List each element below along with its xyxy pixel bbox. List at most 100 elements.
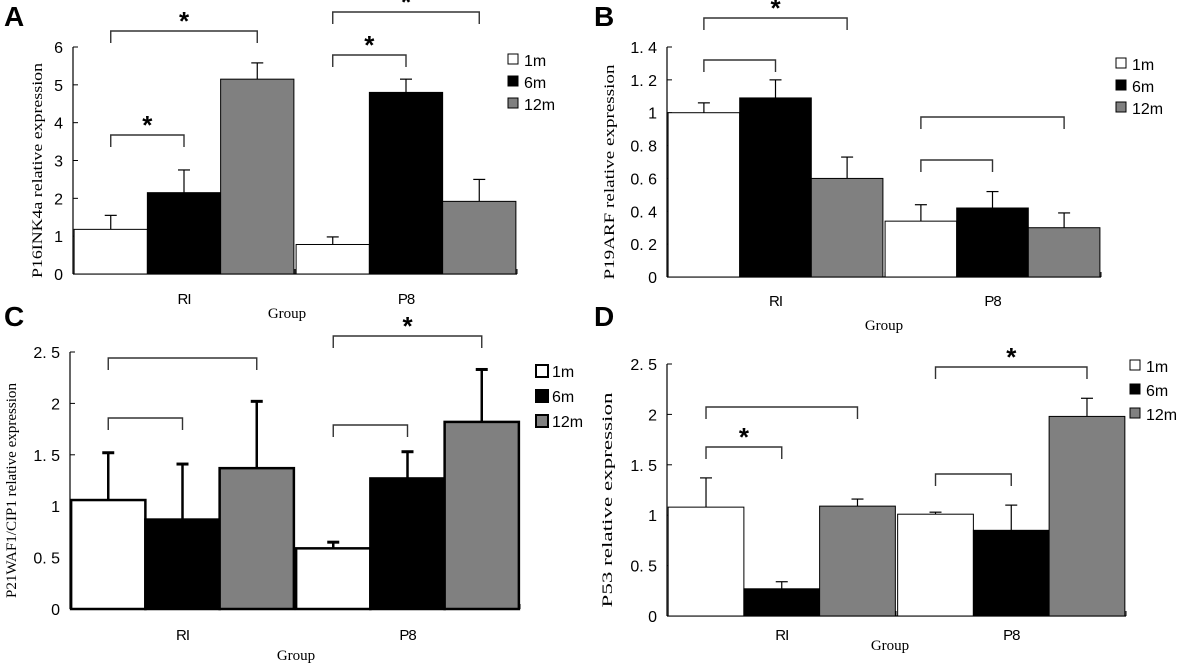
legend-label-12m: 12m bbox=[524, 97, 555, 114]
panel-letter: C bbox=[4, 301, 24, 332]
significance-bracket bbox=[705, 446, 783, 459]
bar-6m-p8 bbox=[368, 91, 444, 275]
y-tick-label: 0. 5 bbox=[33, 551, 60, 568]
y-tick-label: 1. 4 bbox=[630, 40, 657, 57]
panel-b: B 0 0. 2 0. 4 0. 6 0. 8 1 1. 2 1. 4 P19ARF relati… bbox=[594, 0, 1163, 334]
significance-star: * bbox=[1006, 342, 1017, 372]
y-axis-title: P53 relative expression bbox=[600, 392, 616, 608]
y-tick-label: 1 bbox=[648, 508, 657, 525]
category-label: RI bbox=[769, 293, 782, 310]
legend: 1m 6m 12m bbox=[1115, 57, 1163, 118]
significance-bracket bbox=[107, 357, 258, 370]
significance-bracket bbox=[703, 17, 848, 30]
significance-star: * bbox=[402, 311, 413, 341]
bar-12m-p8 bbox=[1027, 227, 1101, 278]
x-axis-title: Group bbox=[865, 318, 903, 334]
bar-12m-ri bbox=[218, 466, 296, 611]
significance-star: * bbox=[770, 0, 781, 23]
bar-6m-ri bbox=[739, 97, 812, 278]
panel-letter: B bbox=[594, 1, 614, 32]
y-tick-label: 0. 4 bbox=[630, 204, 657, 221]
bar-1m-p8 bbox=[295, 243, 370, 275]
y-tick-label: 0. 8 bbox=[630, 139, 657, 156]
y-tick-label: 1. 2 bbox=[630, 73, 657, 90]
y-tick-label: 6 bbox=[54, 40, 63, 57]
bar-1m-ri bbox=[69, 498, 147, 611]
significance-bracket bbox=[332, 11, 480, 24]
y-tick-label: 0. 5 bbox=[630, 559, 657, 576]
y-tick-label: 2. 5 bbox=[33, 345, 60, 362]
legend-label-12m: 12m bbox=[1132, 101, 1163, 118]
legend-label-1m: 1m bbox=[524, 53, 546, 70]
legend-swatch-12m bbox=[507, 97, 519, 109]
legend-swatch-6m bbox=[1129, 383, 1141, 395]
bar-1m-ri bbox=[667, 506, 745, 617]
significance-bracket bbox=[110, 134, 185, 147]
bar-12m-ri bbox=[819, 505, 896, 617]
y-axis-title: P16INK4a relative expression bbox=[30, 62, 46, 278]
panel-a: A 0 1 2 3 4 5 6 P16INK4a relative expression Grou… bbox=[4, 0, 555, 322]
significance-bracket bbox=[705, 406, 859, 419]
y-tick-label: 0 bbox=[51, 602, 60, 619]
significance-bracket bbox=[107, 417, 184, 430]
panel-d: D 0 0. 5 1 1. 5 2 2. 5 P53 relative expression G… bbox=[594, 301, 1177, 654]
legend-swatch-12m bbox=[1115, 101, 1127, 113]
legend-swatch-1m bbox=[507, 53, 519, 65]
y-tick-label: 2 bbox=[648, 407, 657, 424]
x-axis-title: Group bbox=[268, 306, 306, 322]
significance-bracket bbox=[920, 116, 1065, 129]
legend-swatch-6m bbox=[535, 389, 549, 403]
bar-12m-p8 bbox=[1048, 415, 1126, 617]
y-tick-label: 1 bbox=[51, 499, 60, 516]
legend-label-6m: 6m bbox=[524, 75, 546, 92]
panel-c: C 0 0. 5 1 1. 5 2 2. 5 P21WAF1/CIP1 relative ex… bbox=[4, 301, 583, 664]
category-label: P8 bbox=[399, 627, 416, 644]
bar-6m-p8 bbox=[972, 529, 1050, 617]
significance-bracket bbox=[934, 366, 1088, 379]
category-label: RI bbox=[775, 627, 788, 644]
legend-swatch-1m bbox=[1129, 359, 1141, 371]
panel-letter: A bbox=[4, 1, 24, 32]
bar-6m-p8 bbox=[956, 207, 1029, 278]
category-label: P8 bbox=[398, 291, 415, 308]
y-tick-label: 1 bbox=[648, 106, 657, 123]
y-tick-label: 0 bbox=[54, 267, 63, 284]
legend-swatch-1m bbox=[535, 364, 549, 378]
significance-star: * bbox=[142, 110, 153, 140]
panel-letter: D bbox=[594, 301, 614, 332]
y-axis-title: P19ARF relative expression bbox=[602, 64, 618, 280]
legend-label-6m: 6m bbox=[1132, 79, 1154, 96]
significance-bracket bbox=[332, 54, 407, 67]
y-tick-label: 5 bbox=[54, 78, 63, 95]
legend-swatch-6m bbox=[507, 75, 519, 87]
significance-star: * bbox=[739, 422, 750, 452]
legend-label-12m: 12m bbox=[1146, 407, 1177, 424]
y-tick-label: 0. 2 bbox=[630, 237, 657, 254]
category-label: RI bbox=[176, 627, 189, 644]
x-axis-title: Group bbox=[277, 648, 315, 664]
bar-12m-ri bbox=[810, 177, 884, 278]
significance-star: * bbox=[364, 30, 375, 60]
category-label: P8 bbox=[984, 293, 1001, 310]
y-tick-label: 4 bbox=[54, 116, 63, 133]
significance-bracket bbox=[332, 424, 409, 437]
y-tick-label: 1. 5 bbox=[33, 448, 60, 465]
bar-6m-ri bbox=[743, 588, 821, 617]
y-tick-label: 0 bbox=[648, 270, 657, 287]
legend: 1m 6m 12m bbox=[535, 364, 583, 431]
legend-label-12m: 12m bbox=[552, 414, 583, 431]
significance-bracket bbox=[920, 159, 994, 172]
significance-bracket bbox=[110, 30, 258, 43]
legend-swatch-12m bbox=[1129, 407, 1141, 419]
legend-swatch-12m bbox=[535, 414, 549, 428]
bar-12m-p8 bbox=[442, 200, 517, 275]
bar-1m-p8 bbox=[294, 547, 372, 611]
significance-bracket bbox=[703, 59, 777, 72]
category-label: P8 bbox=[1003, 627, 1020, 644]
bar-1m-p8 bbox=[884, 220, 958, 278]
y-tick-label: 1 bbox=[54, 229, 63, 246]
significance-bracket bbox=[934, 473, 1012, 486]
legend-label-1m: 1m bbox=[1146, 359, 1168, 376]
legend-label-6m: 6m bbox=[552, 389, 574, 406]
legend-label-6m: 6m bbox=[1146, 383, 1168, 400]
